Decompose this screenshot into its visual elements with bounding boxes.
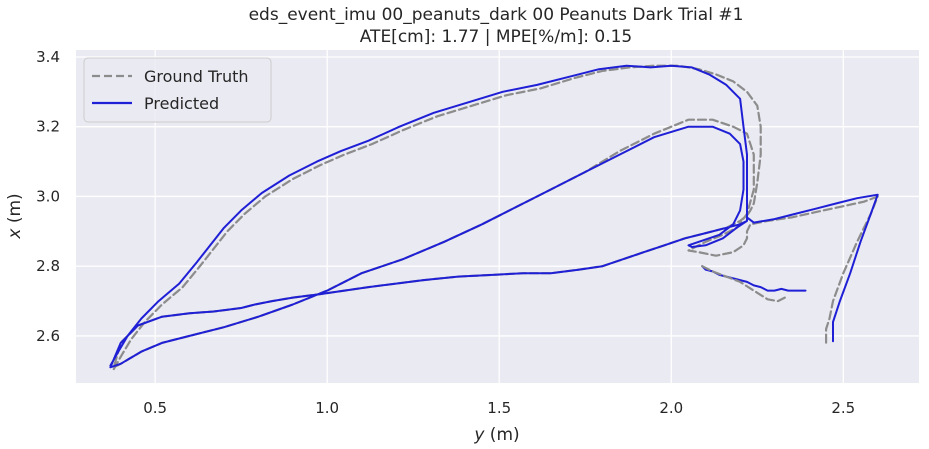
y-tick-label: 3.4 [36,48,60,66]
series-ground-truth-line [701,265,786,303]
series-layer [109,64,879,371]
series-predicted-line [109,64,879,369]
chart-title: eds_event_imu 00_peanuts_dark 00 Peanuts… [249,5,744,25]
y-tick-label: 2.6 [36,327,60,345]
y-axis-label: x (m) [5,193,25,239]
y-tick-label: 2.8 [36,257,60,275]
x-tick-label: 1.0 [315,399,339,417]
chart-subtitle: ATE[cm]: 1.77 | MPE[%/m]: 0.15 [360,27,632,47]
x-axis-label: y (m) [473,425,519,445]
x-tick-label: 1.5 [487,399,511,417]
y-tick-label: 3.2 [36,118,60,136]
y-axis-unit: (m) [5,193,25,228]
legend: Ground Truth Predicted [83,57,272,123]
y-axis-variable: x [5,228,25,240]
x-axis-ticks: 0.5 1.0 1.5 2.0 2.5 [143,399,855,417]
x-axis-unit: (m) [484,425,519,445]
legend-ground-truth-label: Ground Truth [144,67,249,86]
x-tick-label: 0.5 [143,399,167,417]
legend-predicted-label: Predicted [144,94,219,113]
y-tick-label: 3.0 [36,187,60,205]
legend-box [83,57,272,123]
y-axis-ticks: 2.6 2.8 3.0 3.2 3.4 [36,48,60,345]
x-tick-label: 2.5 [831,399,855,417]
x-tick-label: 2.0 [659,399,683,417]
x-axis-variable: y [473,425,485,445]
